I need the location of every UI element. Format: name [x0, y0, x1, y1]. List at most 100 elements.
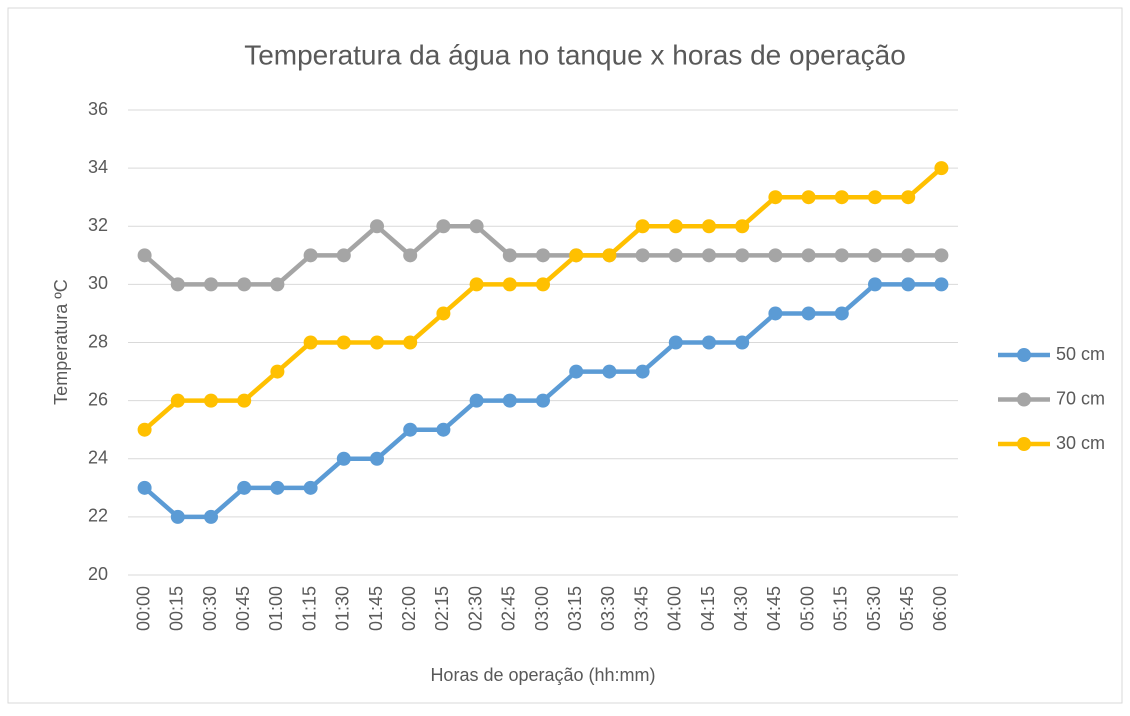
- data-point: [436, 422, 451, 437]
- data-point: [403, 422, 418, 437]
- data-point: [702, 248, 716, 263]
- x-tick-label: 01:30: [333, 586, 353, 631]
- data-point: [735, 219, 750, 234]
- data-point: [336, 451, 351, 466]
- chart-frame: [7, 7, 1123, 704]
- data-point: [569, 248, 584, 263]
- legend-label: 70 cm: [1056, 388, 1105, 408]
- x-tick-label: 01:45: [366, 586, 386, 631]
- y-tick-label: 32: [88, 215, 108, 235]
- x-tick-label: 03:15: [565, 586, 585, 631]
- data-point: [536, 248, 550, 263]
- data-point: [668, 248, 683, 263]
- data-point: [469, 393, 484, 408]
- x-tick-label: 01:00: [266, 586, 286, 631]
- x-tick-label: 02:30: [465, 586, 485, 631]
- data-point: [668, 219, 683, 234]
- data-point: [901, 248, 916, 263]
- data-point: [635, 219, 650, 234]
- x-tick-label: 00:45: [233, 586, 253, 631]
- data-point: [336, 335, 351, 350]
- data-point: [702, 219, 716, 234]
- x-tick-label: 03:00: [532, 586, 552, 631]
- legend-marker: [1017, 437, 1031, 451]
- data-point: [469, 277, 484, 292]
- y-tick-label: 20: [88, 564, 108, 584]
- data-point: [735, 248, 750, 263]
- data-point: [270, 277, 285, 292]
- y-tick-label: 30: [88, 273, 108, 293]
- data-point: [502, 248, 517, 263]
- x-tick-label: 00:30: [200, 586, 220, 631]
- data-point: [237, 277, 252, 292]
- data-point: [204, 393, 218, 408]
- y-axis-label: Temperatura ºC: [51, 279, 71, 405]
- data-point: [768, 190, 783, 205]
- data-point: [834, 190, 849, 205]
- x-tick-label: 03:30: [598, 586, 618, 631]
- data-point: [436, 306, 451, 321]
- data-point: [270, 480, 285, 495]
- legend-marker: [1017, 392, 1031, 407]
- legend-marker: [1017, 348, 1031, 362]
- x-tick-label: 01:15: [299, 586, 319, 631]
- y-tick-label: 22: [88, 506, 108, 526]
- data-point: [735, 335, 750, 350]
- data-point: [137, 480, 152, 495]
- x-tick-label: 04:15: [698, 586, 718, 631]
- data-point: [303, 248, 318, 263]
- data-point: [370, 335, 384, 350]
- x-tick-label: 00:00: [133, 586, 153, 631]
- data-point: [403, 335, 418, 350]
- data-point: [436, 219, 451, 234]
- data-point: [204, 509, 218, 524]
- data-point: [536, 277, 550, 292]
- data-point: [336, 248, 351, 263]
- data-point: [635, 248, 650, 263]
- data-point: [635, 364, 650, 379]
- chart-title: Temperatura da água no tanque x horas de…: [244, 39, 906, 70]
- data-point: [801, 190, 816, 205]
- data-point: [403, 248, 418, 263]
- x-tick-label: 06:00: [930, 586, 950, 631]
- data-point: [801, 248, 816, 263]
- data-point: [934, 277, 949, 292]
- data-point: [768, 248, 783, 263]
- data-point: [702, 335, 716, 350]
- data-point: [602, 248, 617, 263]
- data-point: [170, 277, 185, 292]
- data-point: [237, 480, 252, 495]
- data-point: [834, 306, 849, 321]
- x-tick-label: 05:00: [797, 586, 817, 631]
- data-point: [370, 219, 384, 234]
- y-tick-label: 34: [88, 157, 108, 177]
- y-tick-label: 28: [88, 331, 108, 351]
- data-point: [868, 248, 882, 263]
- data-point: [768, 306, 783, 321]
- x-tick-label: 04:45: [764, 586, 784, 631]
- data-point: [801, 306, 816, 321]
- x-tick-label: 04:00: [665, 586, 685, 631]
- data-point: [469, 219, 484, 234]
- x-tick-label: 02:45: [499, 586, 519, 631]
- data-point: [137, 422, 152, 437]
- data-point: [270, 364, 285, 379]
- x-tick-label: 05:30: [864, 586, 884, 631]
- data-point: [934, 248, 949, 263]
- data-point: [303, 480, 318, 495]
- x-tick-label: 03:45: [631, 586, 651, 631]
- data-point: [934, 161, 949, 176]
- data-point: [170, 393, 185, 408]
- data-point: [370, 451, 384, 466]
- data-point: [668, 335, 683, 350]
- x-tick-label: 05:15: [831, 586, 851, 631]
- data-point: [204, 277, 218, 292]
- y-tick-label: 24: [88, 448, 108, 468]
- x-axis-label: Horas de operação (hh:mm): [430, 665, 655, 685]
- legend-label: 30 cm: [1056, 433, 1105, 453]
- y-tick-label: 36: [88, 99, 108, 119]
- x-tick-label: 02:15: [432, 586, 452, 631]
- data-point: [536, 393, 550, 408]
- data-point: [137, 248, 152, 263]
